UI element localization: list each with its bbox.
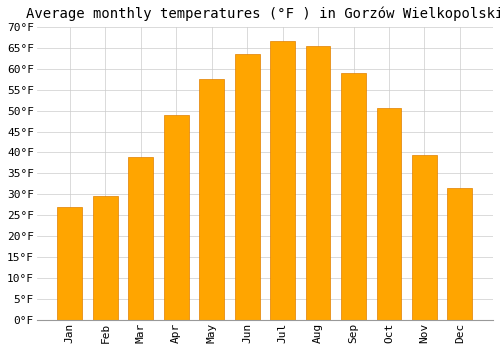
Bar (270, 41, 295, 320)
Bar (200, 79, 224, 320)
Bar (58, 207, 82, 320)
Bar (412, 155, 437, 320)
Bar (93, 196, 118, 320)
Title: Average monthly temperatures (°F ) in Gorzów Wielkopolski: Average monthly temperatures (°F ) in Go… (26, 7, 500, 21)
Bar (164, 115, 188, 320)
Bar (341, 73, 366, 320)
Bar (306, 46, 330, 320)
Bar (235, 54, 260, 320)
Bar (128, 157, 153, 320)
Bar (376, 108, 402, 320)
Bar (448, 188, 472, 320)
